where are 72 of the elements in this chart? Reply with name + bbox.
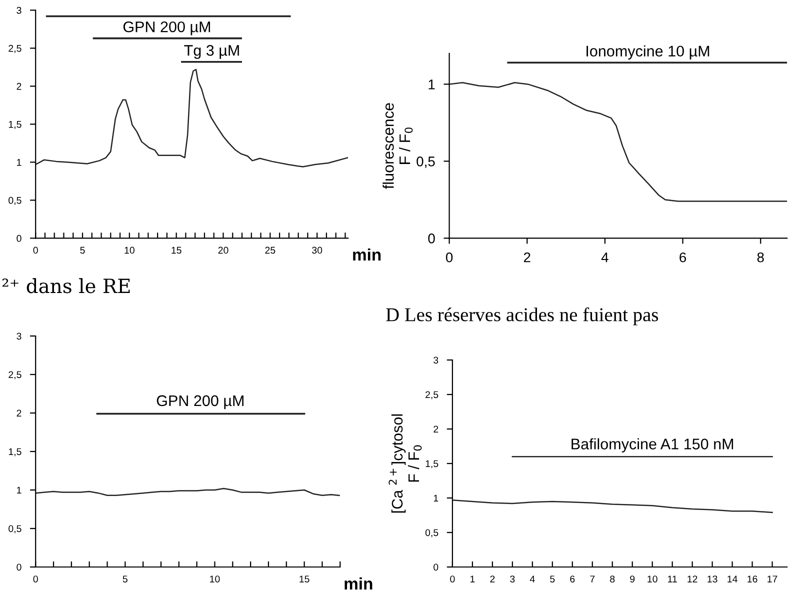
- x-axis-title: min: [353, 248, 381, 261]
- x-tick-label: 20: [218, 246, 228, 254]
- chart-title: ²⁺ dans le RE: [2, 278, 130, 294]
- annotation: Bafilomycine A1 150 nM: [572, 438, 734, 452]
- x-tick-label: 1: [470, 576, 475, 582]
- y-tick-label: 0: [16, 234, 22, 242]
- x-tick-label: 7: [590, 576, 595, 582]
- y-tick-label: 0,5: [8, 196, 22, 205]
- x-tick-label: 8: [757, 252, 764, 262]
- y-tick-label: 2: [16, 82, 22, 90]
- y-tick-label: 3: [434, 356, 438, 364]
- x-tick-label: 10: [124, 246, 134, 254]
- x-tick-label: 0: [450, 576, 455, 582]
- x-tick-label: 0: [33, 576, 38, 582]
- x-tick-label: 4: [530, 576, 535, 582]
- x-tick-label: 10: [210, 576, 220, 582]
- y-tick-label: 0,5: [8, 525, 22, 534]
- x-tick-label: 6: [680, 252, 686, 262]
- x-tick-label: 0: [33, 246, 38, 254]
- x-tick-label: 5: [122, 576, 128, 582]
- x-tick-label: 5: [550, 576, 555, 582]
- y-tick-label: 1,5: [8, 121, 22, 129]
- x-tick-label: 6: [570, 576, 575, 582]
- annotation: Ionomycine 10 µM: [586, 45, 710, 60]
- y-tick-label: 2: [16, 410, 22, 417]
- annotation: Tg 3 µM: [184, 45, 239, 59]
- y-tick-label: 0: [16, 564, 22, 571]
- y-tick-label: 0: [434, 564, 438, 571]
- y-axis-title: [Ca $^{2+}$]cytosol F / F$_{0}$: [388, 414, 422, 513]
- annotation: GPN 200 µM: [123, 21, 210, 36]
- x-tick-label: 17: [768, 576, 778, 582]
- y-tick-label: 0,5: [416, 156, 435, 168]
- y-tick-label: 1: [428, 80, 435, 90]
- x-tick-label: 8: [610, 576, 615, 582]
- x-tick-label: 16: [748, 576, 758, 582]
- y-tick-label: 0: [428, 234, 435, 244]
- y-tick-label: 3: [16, 332, 22, 340]
- x-tick-label: 12: [688, 576, 698, 582]
- y-tick-label: 1: [434, 494, 438, 502]
- x-tick-label: 0: [446, 252, 453, 262]
- x-tick-label: 2: [524, 252, 530, 262]
- line-series: [36, 488, 340, 496]
- line-series: [449, 82, 788, 202]
- x-tick-label: 25: [265, 246, 276, 254]
- x-tick-label: 4: [601, 252, 608, 262]
- y-tick-label: 3: [16, 6, 22, 14]
- y-tick-label: 2,5: [8, 371, 22, 380]
- x-tick-label: 2: [490, 576, 495, 582]
- line-series: [452, 499, 773, 514]
- x-tick-label: 30: [312, 246, 322, 254]
- x-axis-title: min: [344, 577, 372, 590]
- annotation: GPN 200 µM: [156, 395, 244, 410]
- x-tick-label: 9: [630, 576, 635, 582]
- x-tick-label: 14: [728, 576, 738, 582]
- y-tick-label: 2,5: [8, 44, 22, 53]
- y-tick-label: 1,5: [426, 460, 438, 468]
- line-series: [36, 68, 348, 168]
- y-axis-title: fluorescence F / F$_{0}$: [382, 103, 413, 189]
- y-tick-label: 0,5: [425, 529, 438, 538]
- x-tick-label: 11: [668, 576, 677, 582]
- y-tick-label: 1,5: [8, 448, 22, 456]
- y-tick-label: 2: [434, 426, 438, 433]
- x-tick-label: 13: [708, 576, 718, 582]
- x-tick-label: 15: [300, 576, 310, 582]
- y-tick-label: 1: [17, 159, 22, 166]
- x-tick-label: 5: [80, 246, 85, 254]
- x-tick-label: 3: [510, 576, 515, 582]
- x-tick-label: 15: [172, 246, 182, 254]
- chart-title: D Les réserves acides ne fuient pas: [386, 307, 658, 326]
- y-tick-label: 1: [17, 486, 22, 494]
- y-tick-label: 2,5: [426, 391, 438, 400]
- x-tick-label: 10: [648, 576, 658, 582]
